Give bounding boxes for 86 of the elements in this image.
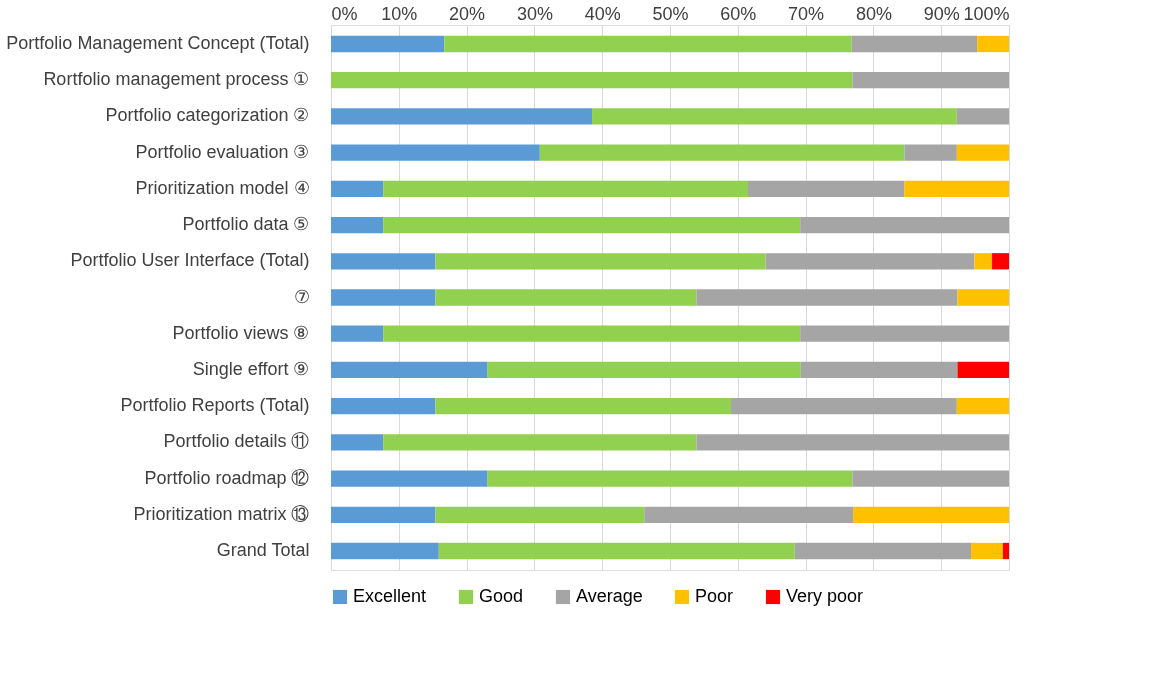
bar xyxy=(800,325,1009,342)
bar xyxy=(331,72,853,89)
bar xyxy=(487,361,801,379)
bar xyxy=(853,506,1009,523)
bar xyxy=(852,470,1009,487)
x-tick-label: 10% xyxy=(381,3,418,24)
y-tick-label: Grand Total xyxy=(216,539,310,560)
y-tick-label: Portfolio Management Concept (Total) xyxy=(6,33,310,54)
bar xyxy=(331,216,384,234)
bar xyxy=(956,144,1009,161)
bar xyxy=(765,253,975,270)
y-tick-label: Prioritization matrix ⑬ xyxy=(133,503,310,524)
bar xyxy=(1002,542,1009,560)
bar xyxy=(974,253,993,270)
bar xyxy=(331,542,439,560)
x-tick-label: 60% xyxy=(720,3,757,24)
bar xyxy=(444,35,852,53)
bar xyxy=(331,506,436,523)
bar xyxy=(794,542,972,560)
bar xyxy=(696,434,1009,451)
bar xyxy=(383,180,748,198)
x-tick-label: 70% xyxy=(788,3,825,24)
bar xyxy=(331,325,384,342)
x-tick-label: 50% xyxy=(652,3,689,24)
legend-label: Poor xyxy=(695,586,734,606)
bar xyxy=(592,108,957,125)
bar xyxy=(331,108,593,125)
bar xyxy=(851,35,978,53)
bar xyxy=(383,325,801,342)
y-tick-label: Portfolio User Interface (Total) xyxy=(70,250,310,271)
bar xyxy=(487,470,853,487)
bar xyxy=(331,144,540,161)
bar xyxy=(383,216,801,234)
bar xyxy=(956,108,1009,125)
x-tick-label: 90% xyxy=(923,3,960,24)
bar xyxy=(992,253,1009,270)
bar xyxy=(438,542,795,560)
bar xyxy=(331,253,436,270)
legend-label: Very poor xyxy=(786,586,864,606)
y-tick-label: Single effort ⑨ xyxy=(192,358,310,379)
bar xyxy=(331,35,445,53)
bar xyxy=(971,542,1003,560)
y-tick-label: Rortfolio management process ① xyxy=(43,69,310,90)
x-tick-label: 80% xyxy=(855,3,892,24)
bar xyxy=(957,361,1009,379)
bar xyxy=(331,180,384,198)
x-tick-label: 20% xyxy=(449,3,486,24)
bar xyxy=(644,506,854,523)
y-tick-label: Prioritization model ④ xyxy=(135,177,310,198)
bar xyxy=(696,289,958,306)
y-tick-label: Portfolio data ⑤ xyxy=(182,214,310,235)
bar xyxy=(904,180,1009,198)
legend-label: Excellent xyxy=(353,586,427,606)
x-tick-label: 100% xyxy=(963,3,1010,24)
bar xyxy=(956,397,1009,415)
bar xyxy=(435,253,766,270)
bar xyxy=(331,289,436,306)
y-tick-label: Portfolio evaluation ③ xyxy=(135,141,310,162)
bar xyxy=(331,434,384,451)
bar xyxy=(977,35,1009,53)
y-tick-label: Portfolio views ⑧ xyxy=(172,322,310,343)
bar xyxy=(435,289,697,306)
y-tick-label: Portfolio roadmap ⑫ xyxy=(144,467,310,488)
bar xyxy=(852,72,1009,89)
y-tick-label: Portfolio details ⑪ xyxy=(163,431,310,452)
bar xyxy=(435,506,645,523)
y-tick-label: ⑦ xyxy=(293,286,310,307)
y-tick-label: Portfolio categorization ② xyxy=(105,105,310,126)
bar xyxy=(800,216,1009,234)
legend-label: Good xyxy=(479,586,524,606)
bar xyxy=(331,470,488,487)
bar xyxy=(957,289,1009,306)
bar xyxy=(435,397,732,415)
x-tick-label: 30% xyxy=(516,3,553,24)
x-tick-label: 0% xyxy=(331,3,358,24)
legend-label: Average xyxy=(576,586,643,606)
bar xyxy=(331,397,436,415)
bar xyxy=(331,361,488,379)
y-tick-label: Portfolio Reports (Total) xyxy=(120,395,310,416)
bar xyxy=(383,434,697,451)
bar xyxy=(731,397,957,415)
bar xyxy=(800,361,958,379)
bar xyxy=(539,144,905,161)
bar xyxy=(747,180,905,198)
bar xyxy=(904,144,957,161)
x-tick-label: 40% xyxy=(584,3,621,24)
